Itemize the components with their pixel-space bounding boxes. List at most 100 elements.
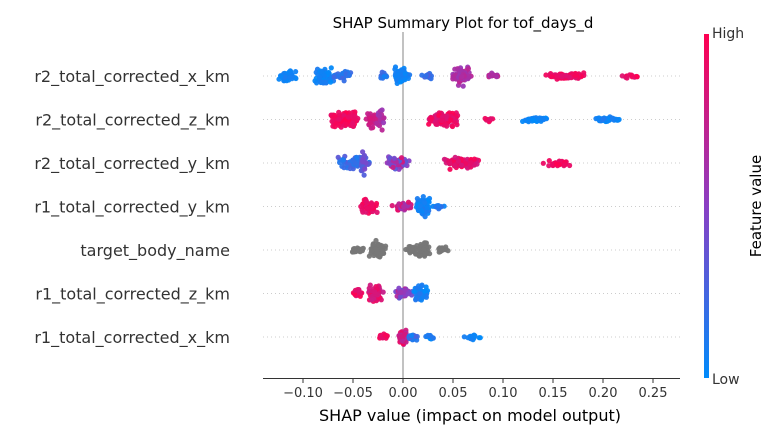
shap-dot bbox=[466, 74, 472, 80]
shap-dot bbox=[488, 116, 494, 122]
shap-dot bbox=[459, 73, 465, 80]
shap-dot bbox=[399, 155, 405, 161]
feature-label: r2_total_corrected_x_km bbox=[34, 67, 230, 87]
shap-dot bbox=[562, 162, 568, 168]
shap-dot bbox=[463, 161, 469, 167]
shap-dot bbox=[390, 164, 396, 170]
shap-dot bbox=[442, 122, 449, 128]
colorbar-low-label: Low bbox=[712, 372, 740, 388]
shap-dot bbox=[398, 294, 404, 300]
shap-dot bbox=[340, 157, 346, 163]
shap-dot bbox=[422, 200, 428, 206]
shap-dot bbox=[417, 253, 423, 259]
feature-label: r1_total_corrected_x_km bbox=[34, 328, 230, 348]
x-tick-label: 0.20 bbox=[589, 386, 618, 401]
shap-dot bbox=[358, 203, 364, 210]
shap-dot bbox=[367, 111, 373, 117]
shap-dot bbox=[335, 73, 342, 79]
shap-dot bbox=[554, 161, 560, 167]
shap-dot bbox=[398, 289, 404, 296]
shap-dot bbox=[420, 194, 426, 200]
shap-dot bbox=[350, 157, 356, 163]
shap-dot bbox=[450, 76, 456, 82]
shap-dot bbox=[317, 74, 323, 80]
shap-dot bbox=[629, 72, 635, 78]
shap-dot bbox=[376, 123, 383, 129]
shap-dot bbox=[351, 246, 357, 252]
shap-dot bbox=[411, 288, 417, 294]
shap-dot bbox=[421, 247, 427, 253]
shap-dot bbox=[423, 72, 429, 79]
shap-dot bbox=[399, 338, 405, 344]
shap-dot bbox=[314, 80, 320, 86]
shap-dot bbox=[406, 291, 412, 297]
shap-dot bbox=[392, 64, 399, 70]
shap-dot bbox=[332, 112, 338, 119]
shap-dot bbox=[321, 73, 327, 79]
shap-dot bbox=[355, 115, 361, 122]
shap-dot bbox=[439, 118, 445, 124]
shap-dot bbox=[352, 287, 358, 293]
feature-label: r2_total_corrected_z_km bbox=[35, 111, 230, 131]
shap-dot bbox=[468, 160, 474, 166]
shap-dot bbox=[347, 165, 353, 172]
shap-dot bbox=[364, 205, 371, 211]
shap-dot bbox=[452, 163, 458, 169]
shap-dot bbox=[374, 209, 380, 215]
shap-dot bbox=[461, 334, 467, 340]
shap-dot bbox=[428, 115, 434, 121]
shap-dot bbox=[288, 74, 294, 80]
shap-dot bbox=[540, 160, 546, 166]
shap-dot bbox=[536, 116, 542, 122]
shap-dot bbox=[350, 120, 356, 126]
shap-dot bbox=[332, 124, 338, 130]
shap-dot bbox=[613, 116, 620, 122]
grid-lines bbox=[263, 75, 680, 338]
shap-dot bbox=[343, 121, 349, 127]
shap-dot bbox=[465, 66, 471, 72]
shap-dots bbox=[276, 64, 640, 347]
shap-dot bbox=[448, 117, 454, 123]
shap-dot bbox=[373, 246, 379, 252]
shap-dot bbox=[282, 74, 288, 80]
shap-dot bbox=[490, 72, 496, 78]
shap-dot bbox=[293, 75, 299, 82]
shap-dot bbox=[369, 203, 375, 209]
shap-dot bbox=[378, 333, 384, 339]
shap-dot bbox=[403, 246, 409, 253]
shap-dot bbox=[460, 83, 466, 89]
shap-dot bbox=[559, 73, 565, 80]
shap-dot bbox=[546, 163, 552, 169]
shap-dot bbox=[414, 243, 420, 249]
shap-dot bbox=[624, 75, 630, 81]
shap-dot bbox=[422, 214, 428, 220]
x-tick-label: 0.10 bbox=[489, 386, 518, 401]
shap-dot bbox=[419, 207, 425, 214]
shap-dot bbox=[359, 247, 365, 253]
x-tick-label: −0.05 bbox=[333, 386, 373, 401]
shap-dot bbox=[455, 158, 462, 164]
shap-dot bbox=[360, 209, 366, 215]
shap-dot bbox=[634, 73, 640, 80]
shap-dot bbox=[468, 333, 474, 339]
shap-dot bbox=[471, 156, 477, 162]
shap-dot bbox=[336, 122, 342, 128]
shap-dot bbox=[345, 114, 351, 120]
shap-dot bbox=[433, 121, 439, 127]
shap-dot bbox=[422, 288, 428, 294]
shap-dot bbox=[441, 156, 447, 162]
shap-dot bbox=[458, 162, 465, 168]
x-tick-label: −0.10 bbox=[283, 386, 323, 401]
shap-dot bbox=[381, 115, 387, 121]
shap-dot bbox=[352, 109, 358, 115]
shap-dot bbox=[382, 332, 388, 338]
shap-dot bbox=[482, 115, 488, 122]
shap-dot bbox=[362, 166, 368, 172]
shap-dot bbox=[336, 116, 342, 122]
colorbar bbox=[704, 34, 709, 378]
shap-dot bbox=[447, 166, 453, 172]
shap-dot bbox=[402, 71, 408, 77]
x-tick-label: 0.25 bbox=[639, 386, 668, 401]
feature-labels: r2_total_corrected_x_km r2_total_correcte… bbox=[34, 67, 230, 348]
